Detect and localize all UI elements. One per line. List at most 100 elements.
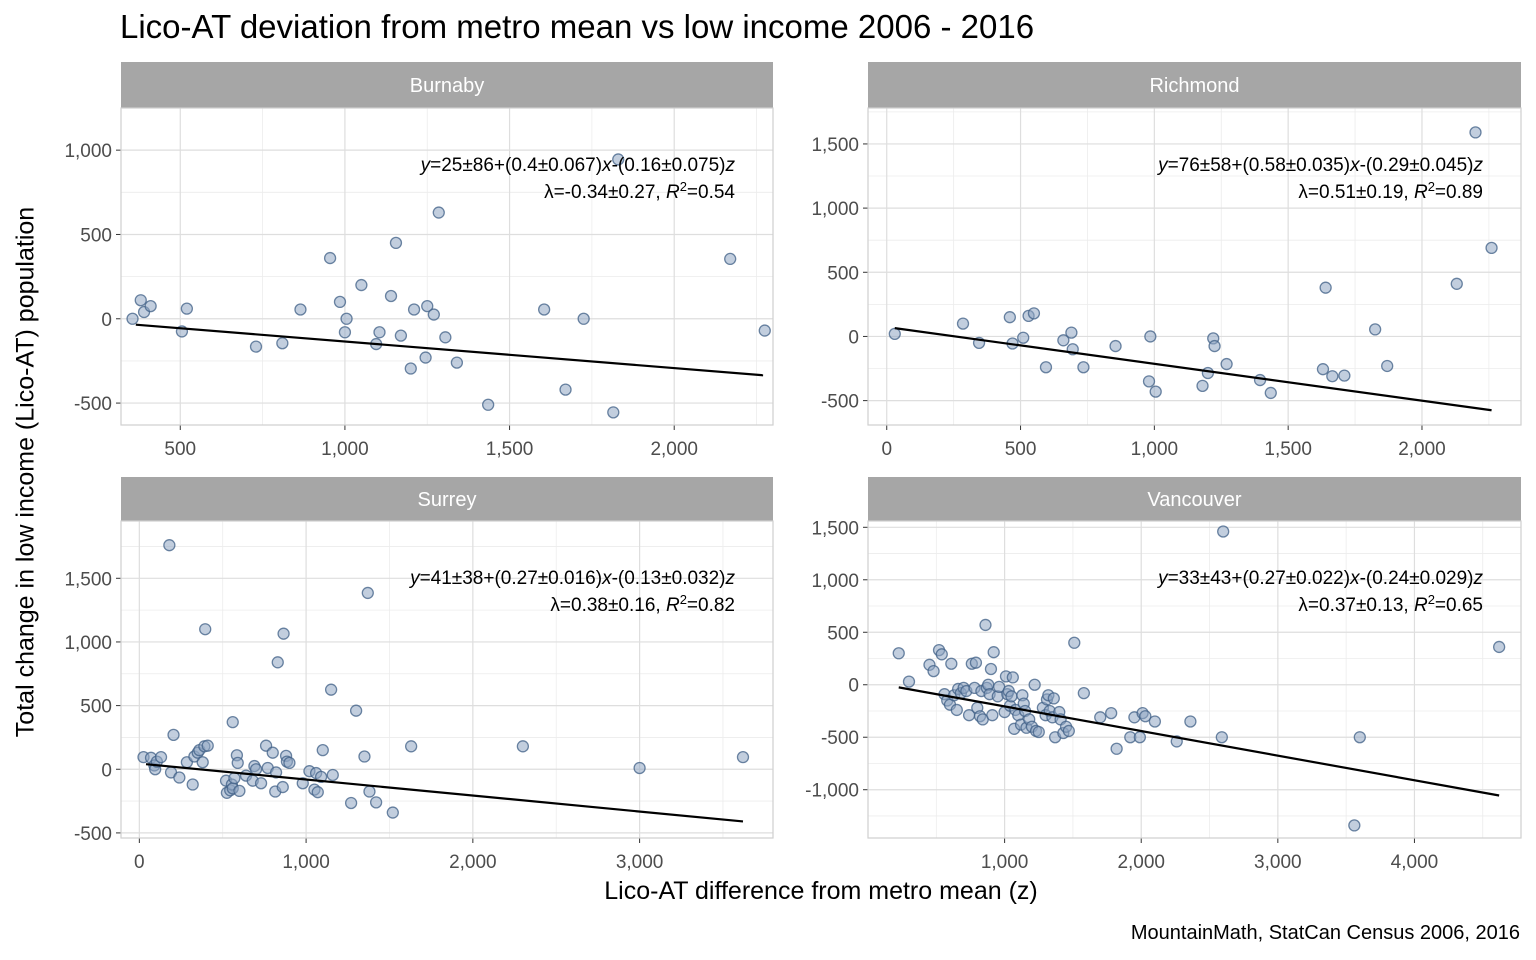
equation-text: y=33±43+(0.27±0.022)x-(0.24±0.029)z (1156, 568, 1483, 589)
panel-burnaby: Burnaby 500 1,000 1,500 2,000 -500 0 500 1,000 y=… (64, 62, 774, 460)
data-point (126, 312, 139, 325)
y-tick-label: 1,000 (64, 141, 112, 162)
chart-title: Lico-AT deviation from metro mean vs low… (120, 8, 1035, 45)
data-point (344, 796, 358, 810)
y-tick-label: 0 (101, 760, 112, 781)
data-point (1144, 330, 1157, 343)
data-point (294, 303, 307, 316)
data-point (1094, 711, 1107, 724)
data-point (1469, 126, 1482, 139)
data-point (323, 251, 337, 265)
stats-text: λ=-0.34±0.27, R2=0.54 (544, 179, 735, 204)
data-point (1450, 277, 1463, 290)
data-point (249, 763, 263, 776)
strip-burnaby (121, 62, 773, 108)
data-point (1217, 525, 1230, 538)
data-point (482, 398, 495, 411)
data-point (1068, 636, 1081, 649)
data-point (1047, 692, 1060, 705)
data-point (134, 294, 147, 307)
data-point (1142, 375, 1156, 388)
data-point (283, 756, 296, 770)
data-point (577, 312, 590, 325)
data-point (1381, 359, 1394, 373)
strip-label-surrey: Surrey (418, 489, 477, 511)
data-point (349, 704, 363, 717)
y-tick-label: -500 (821, 728, 859, 749)
data-point (394, 329, 408, 342)
data-point (186, 778, 199, 791)
data-point (231, 756, 244, 770)
regression-line (898, 686, 1500, 797)
data-point (1184, 715, 1197, 728)
data-point (1003, 311, 1016, 324)
data-point (1220, 357, 1233, 371)
y-tick-label: 1,000 (811, 199, 859, 220)
data-point (369, 796, 383, 809)
data-point (969, 656, 983, 669)
data-point (1196, 379, 1209, 393)
regression-line (894, 327, 1492, 412)
regression-line (145, 763, 744, 823)
data-point (228, 772, 241, 785)
x-tick-label: 2,000 (1398, 439, 1446, 460)
strip-label-vancouver: Vancouver (1147, 489, 1241, 511)
data-point (758, 324, 771, 337)
data-point (389, 236, 403, 250)
data-point (1005, 690, 1018, 703)
data-point (196, 756, 209, 769)
x-tick-label: 1,000 (282, 852, 330, 873)
data-point (1057, 334, 1070, 347)
data-point (173, 771, 186, 784)
data-point (979, 618, 992, 632)
data-point (276, 337, 289, 350)
panel-border (120, 520, 774, 839)
data-point (249, 340, 263, 353)
data-point (537, 303, 551, 316)
x-tick-label: 3,000 (616, 852, 664, 873)
data-point (373, 326, 386, 339)
y-tick-label: -500 (74, 824, 112, 845)
x-tick-label: 1,000 (981, 852, 1029, 873)
data-point (945, 657, 958, 670)
x-tick-label: 1,500 (1264, 439, 1312, 460)
regression-line (135, 323, 764, 377)
data-point (269, 766, 283, 779)
data-point (340, 312, 353, 325)
data-point (404, 740, 418, 753)
y-tick-label: 1,500 (811, 518, 859, 539)
data-point (276, 780, 289, 794)
data-point (1264, 386, 1277, 400)
data-point (1485, 241, 1498, 255)
y-tick-label: 1,500 (811, 135, 859, 156)
data-point (1353, 731, 1366, 744)
y-tick-label: 500 (80, 225, 112, 246)
y-tick-label: 500 (827, 623, 859, 644)
y-tick-label: 1,000 (811, 571, 859, 592)
strip-label-burnaby: Burnaby (410, 75, 485, 97)
data-point (1032, 725, 1045, 739)
data-point (439, 331, 452, 344)
data-point (404, 362, 417, 375)
y-tick-label: 500 (827, 263, 859, 284)
data-point (226, 715, 239, 729)
data-point (986, 709, 999, 722)
strip-surrey (121, 477, 773, 521)
data-point (180, 302, 194, 315)
data-point (612, 153, 625, 166)
data-point (1326, 370, 1339, 383)
data-point (892, 647, 905, 660)
data-point (277, 627, 290, 640)
data-point (363, 785, 376, 798)
y-tick-label: 0 (848, 327, 859, 348)
data-point (326, 768, 339, 782)
data-point (1133, 731, 1147, 744)
data-point (607, 406, 620, 419)
data-point (355, 278, 368, 292)
data-point (1006, 671, 1019, 684)
data-point (358, 750, 371, 763)
equation-text: y=25±86+(0.4±0.067)x-(0.16±0.075)z (419, 155, 736, 176)
panel-richmond: Richmond 0 500 1,000 1,500 2,000 -500 0 500 1,000… (811, 62, 1522, 460)
x-tick-label: 500 (1005, 439, 1037, 460)
data-point (1105, 706, 1118, 720)
